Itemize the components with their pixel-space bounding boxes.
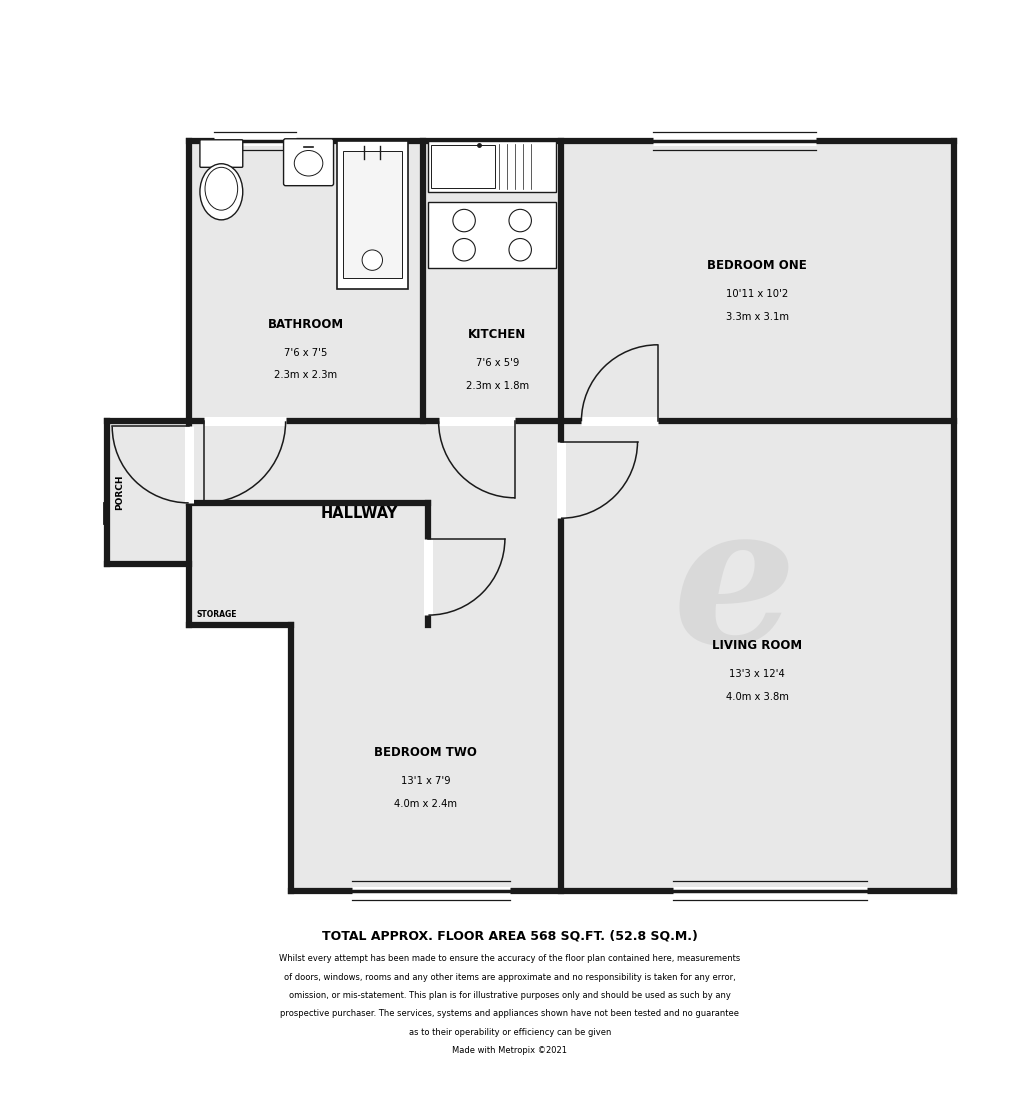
Text: as to their operability or efficiency can be given: as to their operability or efficiency ca… xyxy=(409,1027,610,1036)
Ellipse shape xyxy=(200,163,243,220)
Text: omission, or mis-statement. This plan is for illustrative purposes only and shou: omission, or mis-statement. This plan is… xyxy=(288,991,731,1001)
Bar xyxy=(428,202,555,268)
Text: BEDROOM TWO: BEDROOM TWO xyxy=(374,747,477,759)
Text: prospective purchaser. The services, systems and appliances shown have not been : prospective purchaser. The services, sys… xyxy=(280,1010,739,1018)
Text: 13'1 x 7'9: 13'1 x 7'9 xyxy=(400,776,450,786)
FancyBboxPatch shape xyxy=(200,140,243,168)
Text: STORAGE: STORAGE xyxy=(197,610,237,619)
Polygon shape xyxy=(107,421,189,565)
Text: BATHROOM: BATHROOM xyxy=(268,318,343,331)
Text: 2.3m x 1.8m: 2.3m x 1.8m xyxy=(466,380,528,390)
Bar xyxy=(336,141,408,288)
Bar xyxy=(342,151,401,278)
Circle shape xyxy=(452,238,475,260)
Text: 3.3m x 3.1m: 3.3m x 3.1m xyxy=(726,312,788,322)
Ellipse shape xyxy=(205,168,237,210)
Polygon shape xyxy=(189,141,953,891)
Text: TOTAL APPROX. FLOOR AREA 568 SQ.FT. (52.8 SQ.M.): TOTAL APPROX. FLOOR AREA 568 SQ.FT. (52.… xyxy=(322,930,697,942)
Text: HALLWAY: HALLWAY xyxy=(321,505,397,521)
Text: LIVING ROOM: LIVING ROOM xyxy=(711,639,802,652)
Ellipse shape xyxy=(362,250,382,271)
Ellipse shape xyxy=(294,151,322,176)
Text: e: e xyxy=(672,495,796,684)
Text: BEDROOM ONE: BEDROOM ONE xyxy=(707,259,806,273)
Bar xyxy=(431,145,495,188)
Text: of doors, windows, rooms and any other items are approximate and no responsibili: of doors, windows, rooms and any other i… xyxy=(284,973,735,982)
Text: PORCH: PORCH xyxy=(115,475,123,511)
Text: KITCHEN: KITCHEN xyxy=(468,328,526,341)
Circle shape xyxy=(508,238,531,260)
Bar xyxy=(428,141,555,192)
Text: Made with Metropix ©2021: Made with Metropix ©2021 xyxy=(452,1046,567,1055)
Text: 4.0m x 3.8m: 4.0m x 3.8m xyxy=(726,692,788,702)
Text: 10'11 x 10'2: 10'11 x 10'2 xyxy=(726,290,788,300)
Text: 7'6 x 7'5: 7'6 x 7'5 xyxy=(284,348,327,358)
Text: Whilst every attempt has been made to ensure the accuracy of the floor plan cont: Whilst every attempt has been made to en… xyxy=(279,955,740,964)
Text: 2.3m x 2.3m: 2.3m x 2.3m xyxy=(274,370,337,380)
Text: 13'3 x 12'4: 13'3 x 12'4 xyxy=(729,670,785,680)
Text: 4.0m x 2.4m: 4.0m x 2.4m xyxy=(394,798,457,808)
Circle shape xyxy=(508,209,531,231)
FancyBboxPatch shape xyxy=(283,139,333,186)
Text: 7'6 x 5'9: 7'6 x 5'9 xyxy=(475,358,519,368)
Circle shape xyxy=(452,209,475,231)
